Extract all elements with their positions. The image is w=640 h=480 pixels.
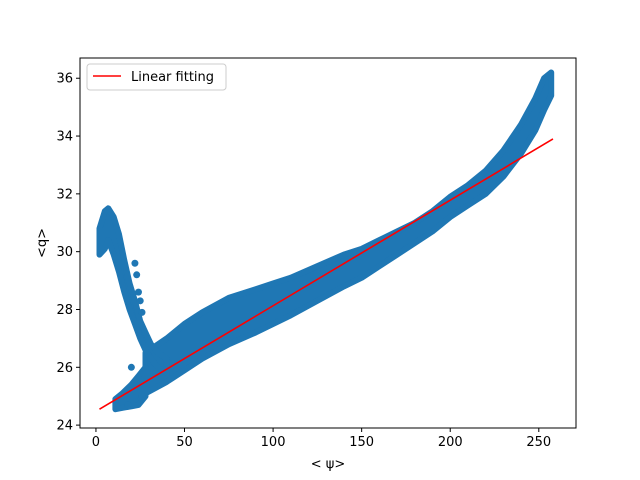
x-tick-label: 250: [526, 435, 551, 450]
x-tick-label: 100: [261, 435, 286, 450]
y-tick-label: 30: [56, 245, 73, 260]
x-tick-label: 150: [349, 435, 374, 450]
scatter-band-main: [142, 69, 555, 397]
y-tick-label: 32: [56, 187, 73, 202]
x-tick-label: 50: [176, 435, 193, 450]
y-axis: 24 26 28 30 32 34 36: [56, 72, 80, 434]
x-axis-label: < ψ>: [311, 457, 346, 472]
scatter-point: [138, 392, 146, 400]
fit-line: [99, 138, 554, 410]
y-tick-label: 26: [56, 361, 73, 376]
scatter-point: [138, 308, 146, 316]
legend-label-linear-fitting: Linear fitting: [131, 70, 214, 85]
scatter-series: [96, 69, 555, 413]
scatter-point: [136, 297, 144, 305]
y-tick-label: 24: [56, 419, 73, 434]
legend: Linear fitting: [86, 63, 227, 91]
y-tick-label: 36: [56, 72, 73, 87]
plot-frame: [79, 57, 577, 429]
x-axis: 0 50 100 150 200 250: [92, 428, 551, 450]
scatter-point: [127, 363, 135, 371]
scatter-point: [131, 259, 139, 267]
scatter-band-tail: [112, 364, 149, 413]
x-tick-label: 200: [438, 435, 463, 450]
scatter-band-branch: [96, 205, 170, 377]
scatter-point: [124, 401, 132, 409]
y-tick-label: 28: [56, 303, 73, 318]
fit-series: [99, 138, 554, 410]
y-axis-label: <q>: [35, 228, 50, 258]
legend-box: [86, 63, 227, 91]
scatter-point: [133, 271, 141, 279]
y-tick-label: 34: [56, 130, 73, 145]
scatter-point: [134, 288, 142, 296]
x-tick-label: 0: [92, 435, 100, 450]
